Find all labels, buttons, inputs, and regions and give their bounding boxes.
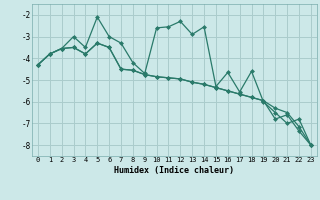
X-axis label: Humidex (Indice chaleur): Humidex (Indice chaleur)	[115, 166, 234, 175]
